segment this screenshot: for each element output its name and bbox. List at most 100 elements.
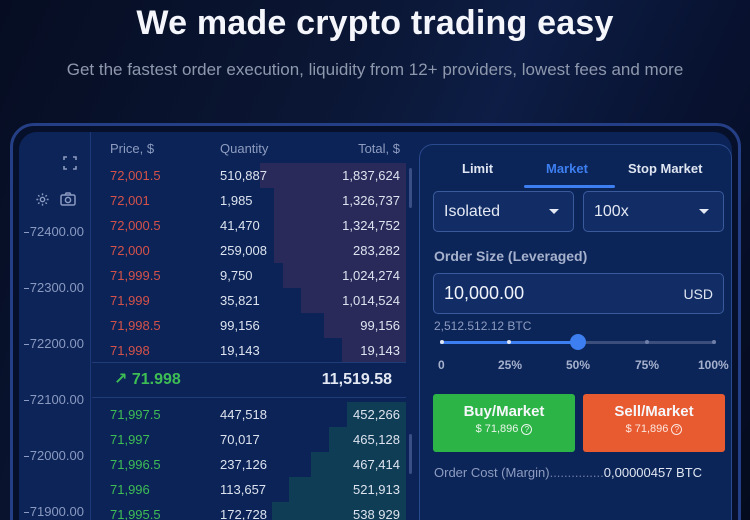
- margin-mode-select[interactable]: Isolated: [433, 191, 574, 232]
- axis-tick: 72200.00: [23, 336, 84, 351]
- header-total: Total, $: [358, 141, 400, 156]
- buy-price-line: $ 71,896?: [433, 423, 575, 435]
- ask-total: 1,014,524: [342, 293, 400, 308]
- ask-total: 1,324,752: [342, 218, 400, 233]
- hero-title: We made crypto trading easy: [136, 4, 614, 42]
- ask-price: 72,000: [110, 243, 150, 258]
- bid-row[interactable]: 71,996.5 237,126 467,414: [92, 452, 414, 477]
- tab-stop-market[interactable]: Stop Market: [628, 161, 703, 176]
- order-size-label: Order Size (Leveraged): [434, 248, 588, 264]
- ask-total: 99,156: [360, 318, 400, 333]
- ask-price: 72,001: [110, 193, 150, 208]
- gear-icon[interactable]: [35, 192, 50, 210]
- ask-price: 71,998.5: [110, 318, 161, 333]
- ask-row[interactable]: 72,000.5 41,470 1,324,752: [92, 213, 414, 238]
- bid-total: 538 929: [353, 507, 400, 520]
- ask-quantity: 41,470: [220, 218, 260, 233]
- tab-market[interactable]: Market: [546, 161, 588, 176]
- ask-quantity: 99,156: [220, 318, 260, 333]
- tab-limit[interactable]: Limit: [462, 161, 494, 176]
- sell-price-line: $ 71,896?: [583, 423, 725, 435]
- ask-row[interactable]: 72,001 1,985 1,326,737: [92, 188, 414, 213]
- order-book: Price, $ Quantity Total, $ 72,001.5 510,…: [92, 132, 414, 520]
- ask-total: 1,837,624: [342, 168, 400, 183]
- leverage-value: 100x: [594, 203, 629, 220]
- bid-quantity: 447,518: [220, 407, 267, 422]
- ask-row[interactable]: 71,998 19,143 19,143: [92, 338, 414, 363]
- sell-price: $ 71,896: [625, 423, 669, 435]
- trading-window-inner: 72400.00 72300.00 72200.00 72100.00 7200…: [19, 132, 732, 520]
- ask-row[interactable]: 71,999.5 9,750 1,024,274: [92, 263, 414, 288]
- ask-quantity: 9,750: [220, 268, 253, 283]
- bid-row[interactable]: 71,996 113,657 521,913: [92, 477, 414, 502]
- asks-scrollbar[interactable]: [409, 168, 412, 208]
- help-icon[interactable]: ?: [521, 424, 533, 435]
- help-icon[interactable]: ?: [671, 424, 683, 435]
- bid-price: 71,996.5: [110, 457, 161, 472]
- ask-row[interactable]: 71,998.5 99,156 99,156: [92, 313, 414, 338]
- axis-tick: 72400.00: [23, 224, 84, 239]
- slider-mark: 0: [438, 358, 445, 372]
- leverage-select[interactable]: 100x: [583, 191, 724, 232]
- header-quantity: Quantity: [220, 141, 269, 156]
- bid-quantity: 237,126: [220, 457, 267, 472]
- chevron-down-icon: [699, 209, 709, 214]
- ask-total: 1,326,737: [342, 193, 400, 208]
- expand-icon[interactable]: [63, 156, 77, 173]
- slider-mark: 25%: [498, 358, 523, 372]
- slider-mark: 100%: [698, 358, 729, 372]
- price-axis: 72400.00 72300.00 72200.00 72100.00 7200…: [19, 132, 91, 520]
- ask-total: 1,024,274: [342, 268, 400, 283]
- order-size-slider[interactable]: [440, 334, 716, 350]
- buy-label: Buy/Market: [463, 403, 545, 420]
- slider-handle[interactable]: [570, 334, 586, 350]
- camera-icon[interactable]: [60, 192, 76, 210]
- last-price-row: ↗ 71.998 11,519.58: [92, 362, 406, 398]
- axis-tick: 72000.00: [23, 448, 84, 463]
- ask-row[interactable]: 71,999 35,821 1,014,524: [92, 288, 414, 313]
- btc-equivalent: 2,512.512.12 BTC: [434, 319, 532, 333]
- buy-market-button[interactable]: Buy/Market $ 71,896?: [433, 394, 575, 452]
- bid-price: 71,997.5: [110, 407, 161, 422]
- trend-up-icon: ↗: [114, 371, 128, 388]
- axis-tick: 71900.00: [23, 504, 84, 519]
- order-size-value: 10,000.00: [444, 283, 525, 303]
- bid-price: 71,996: [110, 482, 150, 497]
- order-size-input[interactable]: 10,000.00 USD: [433, 273, 724, 314]
- bids-scrollbar[interactable]: [409, 434, 412, 474]
- sell-market-button[interactable]: Sell/Market $ 71,896?: [583, 394, 725, 452]
- slider-mark: 75%: [635, 358, 660, 372]
- ask-row[interactable]: 72,001.5 510,887 1,837,624: [92, 163, 414, 188]
- bid-total: 521,913: [353, 482, 400, 497]
- last-price: ↗ 71.998: [114, 363, 181, 397]
- ask-quantity: 35,821: [220, 293, 260, 308]
- axis-tick: 72100.00: [23, 392, 84, 407]
- ask-quantity: 1,985: [220, 193, 253, 208]
- ask-quantity: 19,143: [220, 343, 260, 358]
- header-price: Price, $: [110, 141, 155, 156]
- ask-price: 72,000.5: [110, 218, 161, 233]
- ask-price: 72,001.5: [110, 168, 161, 183]
- order-cost-row: Order Cost (Margin)...............0,0000…: [434, 465, 721, 480]
- last-price-value: 71.998: [131, 371, 181, 388]
- bid-total: 467,414: [353, 457, 400, 472]
- ask-row[interactable]: 72,000 259,008 283,282: [92, 238, 414, 263]
- bid-quantity: 113,657: [220, 482, 267, 497]
- bid-price: 71,995.5: [110, 507, 161, 520]
- chevron-down-icon: [549, 209, 559, 214]
- ask-price: 71,999: [110, 293, 150, 308]
- bid-row[interactable]: 71,995.5 172,728 538 929: [92, 502, 414, 520]
- bid-quantity: 172,728: [220, 507, 267, 520]
- order-entry-panel: Limit Market Stop Market Isolated 100x O…: [419, 144, 732, 520]
- bid-row[interactable]: 71,997.5 447,518 452,266: [92, 402, 414, 427]
- order-book-header: Price, $ Quantity Total, $: [92, 141, 414, 159]
- ask-total: 283,282: [353, 243, 400, 258]
- ask-price: 71,999.5: [110, 268, 161, 283]
- last-price-total: 11,519.58: [321, 371, 392, 388]
- bid-price: 71,997: [110, 432, 150, 447]
- slider-mark: 50%: [566, 358, 591, 372]
- order-size-unit: USD: [683, 286, 713, 302]
- bid-row[interactable]: 71,997 70,017 465,128: [92, 427, 414, 452]
- ask-quantity: 259,008: [220, 243, 267, 258]
- margin-mode-value: Isolated: [444, 203, 501, 220]
